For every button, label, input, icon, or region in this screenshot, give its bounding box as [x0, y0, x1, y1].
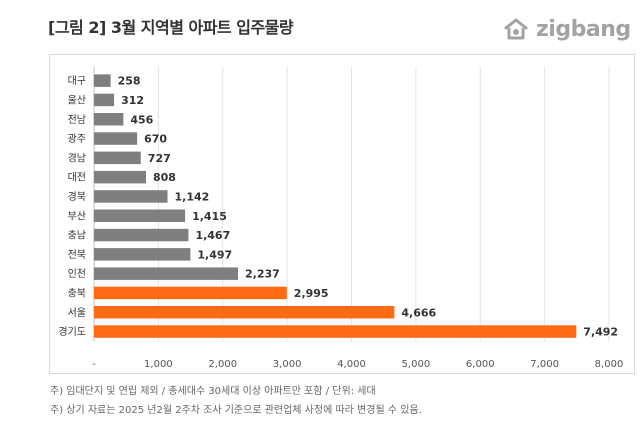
x-tick-label: 2,000 [208, 359, 237, 370]
value-label: 4,666 [401, 306, 436, 319]
bar [94, 248, 191, 261]
category-label: 전남 [68, 114, 86, 126]
bar [94, 286, 287, 300]
bar [94, 267, 239, 280]
value-label: 1,497 [197, 248, 232, 261]
logo-text: zigbang [536, 16, 631, 42]
bar [94, 306, 395, 319]
value-label: 7,492 [583, 326, 618, 339]
category-label: 인천 [68, 268, 86, 280]
value-label: 808 [153, 171, 176, 184]
x-tick-label: 8,000 [595, 359, 624, 370]
value-label: 456 [130, 113, 153, 126]
x-tick-label: 6,000 [466, 359, 495, 370]
bar [94, 325, 577, 338]
bar [94, 170, 147, 184]
x-tick-label: 4,000 [337, 359, 366, 370]
value-label: 2,237 [245, 268, 280, 281]
value-label: 1,142 [175, 190, 210, 203]
footnote-2: 주) 상기 자료는 2025 년2월 2주차 조사 기준으로 관련업체 사정에 … [50, 405, 422, 416]
x-tick-label: 1,000 [144, 359, 173, 370]
value-label: 727 [148, 152, 171, 165]
bar [94, 209, 186, 222]
category-label: 경북 [68, 190, 86, 203]
bar [94, 74, 111, 87]
category-label: 충북 [68, 287, 86, 299]
footnote-1: 주) 임대단지 및 연립 제외 / 총세대수 30세대 이상 아파트만 포함 /… [50, 386, 376, 397]
category-label: 충남 [68, 230, 86, 242]
bar [94, 151, 141, 165]
category-label: 경기도 [58, 325, 86, 338]
category-label: 경남 [68, 151, 86, 164]
chart-title: [그림 2] 3월 지역별 아파트 입주물량 [48, 18, 294, 37]
value-label: 670 [144, 133, 167, 146]
category-label: 대구 [68, 75, 86, 87]
value-label: 1,467 [195, 229, 230, 242]
bar [94, 132, 138, 145]
category-label: 서울 [68, 307, 86, 319]
value-label: 258 [118, 75, 141, 88]
zigbang-logo: zigbang [502, 14, 631, 44]
bar-chart: 대구 258 울산 312 전남 456 광주 670 경남 727 대전 808 경북 1,142 부산 1… [58, 67, 624, 370]
category-label: 전북 [68, 249, 86, 261]
chart-area: 대구 258 울산 312 전남 456 광주 670 경남 727 대전 808 경북 1,142 부산 1… [49, 54, 635, 374]
bar [94, 228, 189, 242]
category-label: 대전 [68, 172, 86, 184]
bar [94, 93, 115, 107]
category-label: 광주 [68, 133, 86, 145]
bar [94, 190, 168, 203]
category-label: 부산 [68, 210, 86, 222]
x-tick-label: 7,000 [530, 359, 559, 370]
x-tick-label: - [92, 359, 96, 370]
value-label: 312 [121, 94, 144, 107]
zigbang-house-logo-icon [504, 18, 528, 40]
x-tick-label: 5,000 [402, 359, 431, 370]
bar [94, 113, 124, 126]
value-label: 1,415 [192, 210, 227, 223]
value-label: 2,995 [294, 287, 329, 300]
category-label: 울산 [68, 94, 86, 106]
x-tick-label: 3,000 [273, 359, 302, 370]
